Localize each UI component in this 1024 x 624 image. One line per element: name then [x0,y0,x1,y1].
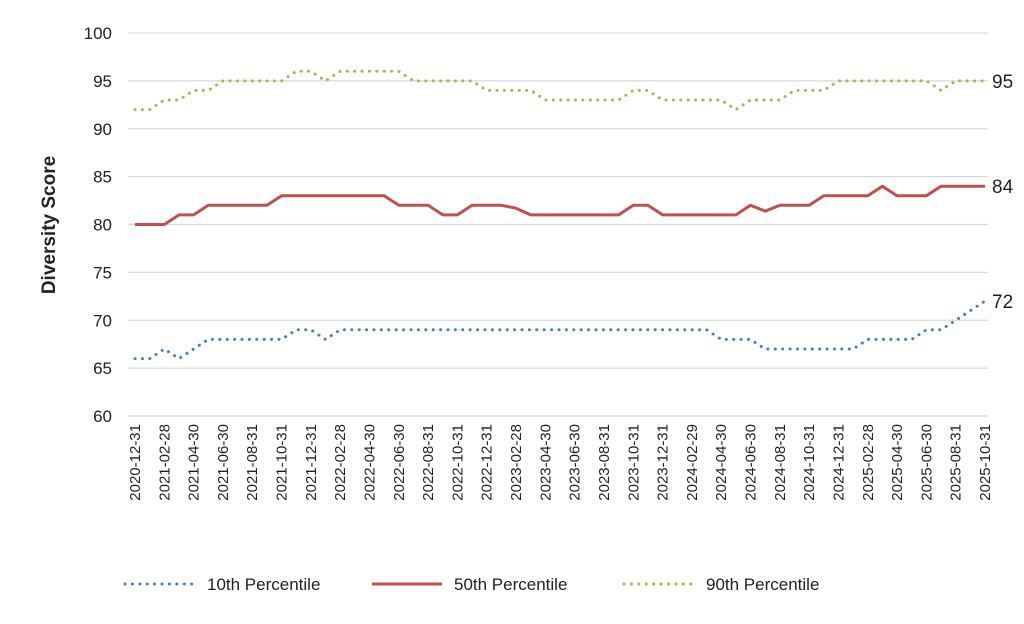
x-tick-label: 2025-10-31 [977,424,994,501]
x-tick-label: 2022-06-30 [391,424,408,501]
x-tick-label: 2024-04-30 [713,424,730,501]
x-tick-label: 2022-02-28 [332,424,349,501]
x-tick-label: 2021-08-31 [244,424,261,501]
legend-item: 90th Percentile [622,575,819,594]
x-tick-label: 2023-02-28 [508,424,525,501]
legend-item: 10th Percentile [123,575,320,594]
legend: 10th Percentile 50th Percentile 90th Perce… [123,575,819,594]
legend-item: 50th Percentile [372,575,567,594]
x-tick-label: 2021-06-30 [215,424,232,501]
y-axis-title: Diversity Score [39,156,60,294]
y-tick-label: 95 [93,72,112,91]
legend-label: 90th Percentile [706,575,819,594]
x-tick-label: 2024-02-29 [684,424,701,501]
end-label: 84 [992,177,1014,198]
x-tick-label: 2023-04-30 [537,424,554,501]
gridlines [128,32,988,417]
x-tick-label: 2024-12-31 [830,424,847,501]
x-tick-label: 2023-10-31 [625,424,642,501]
series-lines [133,69,987,361]
y-tick-label: 90 [93,120,112,139]
series-line-90th-percentile [133,69,987,112]
y-tick-label: 60 [93,407,112,426]
end-labels: 95 84 72 [992,72,1014,313]
x-tick-label: 2023-12-31 [655,424,672,501]
x-tick-label: 2024-08-31 [772,424,789,501]
end-label: 95 [992,72,1013,93]
series-line-50th-percentile [135,184,985,226]
x-tick-label: 2024-10-31 [801,424,818,501]
y-tick-label: 100 [84,24,112,43]
y-axis-ticks: 60 65 70 75 80 85 90 95 100 [84,24,112,426]
x-tick-label: 2022-10-31 [449,424,466,501]
x-tick-label: 2024-06-30 [743,424,760,501]
series-line-10th-percentile [133,299,987,361]
x-tick-label: 2021-02-28 [156,424,173,501]
legend-label: 10th Percentile [207,575,320,594]
x-tick-label: 2025-04-30 [889,424,906,501]
x-tick-label: 2022-12-31 [479,424,496,501]
y-tick-label: 70 [93,311,112,330]
y-tick-label: 85 [93,168,112,187]
x-tick-label: 2021-04-30 [186,424,203,501]
x-axis-ticks: 2020-12-31 2021-02-28 2021-04-30 2021-06-30… [127,424,994,501]
x-tick-label: 2025-02-28 [860,424,877,501]
x-tick-label: 2022-08-31 [420,424,437,501]
x-tick-label: 2025-08-31 [948,424,965,501]
x-tick-label: 2023-08-31 [596,424,613,501]
y-tick-label: 75 [93,263,112,282]
x-tick-label: 2023-06-30 [567,424,584,501]
x-tick-label: 2025-06-30 [918,424,935,501]
y-tick-label: 65 [93,359,112,378]
x-tick-label: 2020-12-31 [127,424,144,501]
legend-label: 50th Percentile [454,575,567,594]
end-label: 72 [992,292,1013,313]
y-tick-label: 80 [93,216,112,235]
x-tick-label: 2021-12-31 [303,424,320,501]
x-tick-label: 2022-04-30 [361,424,378,501]
x-tick-label: 2021-10-31 [274,424,291,501]
